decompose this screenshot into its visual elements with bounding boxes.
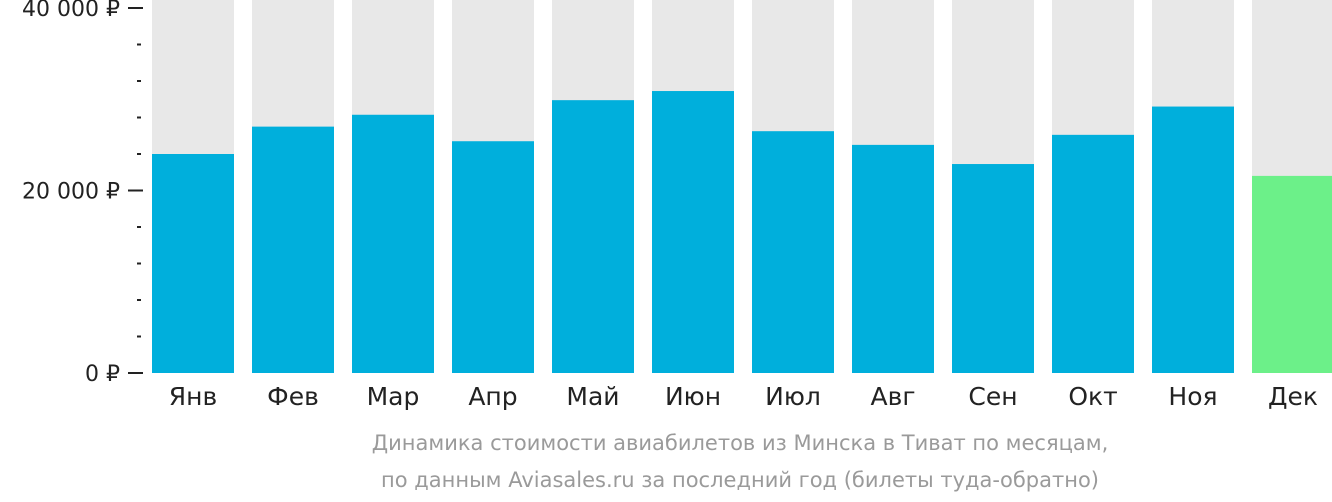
bar-3: [352, 114, 434, 373]
x-tick-label-2: Фев: [267, 382, 319, 411]
x-tick-label-4: Апр: [468, 382, 517, 411]
bar-10: [1052, 134, 1134, 373]
bar-9: [952, 164, 1034, 373]
bar-7: [752, 131, 834, 373]
chart-caption-line-1: Динамика стоимости авиабилетов из Минска…: [371, 431, 1109, 455]
bar-11: [1152, 106, 1234, 374]
x-tick-label-8: Авг: [871, 382, 916, 411]
x-tick-label-9: Сен: [968, 382, 1017, 411]
x-tick-label-5: Май: [566, 382, 619, 411]
x-tick-label-12: Дек: [1268, 382, 1318, 411]
x-tick-label-7: Июл: [765, 382, 821, 411]
bar-5: [552, 100, 634, 373]
x-tick-label-3: Мар: [367, 382, 420, 411]
y-tick-label-2: 20 000 ₽: [22, 180, 120, 205]
bar-6: [652, 91, 734, 373]
y-tick-label-3: 40 000 ₽: [22, 0, 120, 22]
bar-12: [1252, 175, 1332, 373]
x-tick-label-10: Окт: [1068, 382, 1117, 411]
x-tick-label-11: Ноя: [1168, 382, 1217, 411]
bar-1: [152, 154, 234, 373]
x-tick-label-6: Июн: [665, 382, 721, 411]
bar-8: [852, 144, 934, 373]
bar-4: [452, 141, 534, 373]
chart-caption-line-2: по данным Aviasales.ru за последний год …: [381, 468, 1099, 492]
bar-2: [252, 126, 334, 373]
x-tick-label-1: Янв: [169, 382, 217, 411]
y-tick-label-1: 0 ₽: [85, 362, 120, 387]
